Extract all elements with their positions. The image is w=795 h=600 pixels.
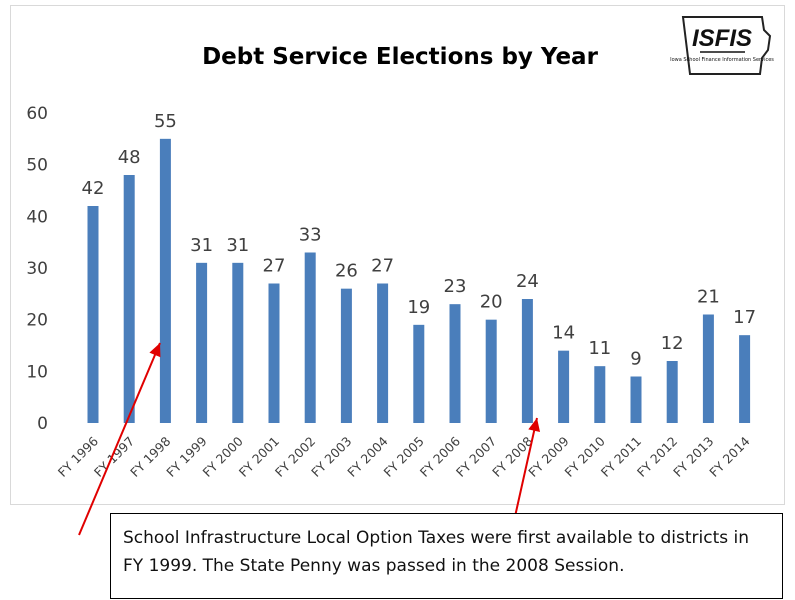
chart-title: Debt Service Elections by Year bbox=[202, 44, 598, 70]
y-tick-label: 20 bbox=[26, 311, 48, 331]
data-label: 21 bbox=[697, 287, 720, 308]
bar bbox=[449, 304, 461, 423]
data-label: 20 bbox=[480, 292, 503, 313]
bar bbox=[630, 376, 642, 423]
bar bbox=[594, 366, 606, 423]
annotation-line-1: School Infrastructure Local Option Taxes… bbox=[123, 528, 750, 548]
bar bbox=[304, 252, 316, 423]
chart-frame bbox=[10, 5, 785, 505]
y-tick-label: 50 bbox=[26, 156, 48, 176]
bar bbox=[196, 262, 208, 423]
bar bbox=[521, 299, 533, 423]
annotation-line-2: FY 1999. The State Penny was passed in t… bbox=[123, 556, 625, 576]
data-label: 55 bbox=[154, 111, 177, 132]
data-label: 24 bbox=[516, 271, 539, 292]
bar bbox=[377, 283, 389, 423]
bar bbox=[340, 288, 352, 423]
bar bbox=[739, 335, 751, 423]
data-label: 9 bbox=[630, 349, 641, 370]
arrow-fy1999 bbox=[78, 342, 161, 536]
logo-subtext: Iowa School Finance Information Services bbox=[670, 57, 774, 63]
isfis-logo: ISFIS Iowa School Finance Information Se… bbox=[670, 16, 774, 75]
data-label: 11 bbox=[588, 338, 611, 359]
data-label: 12 bbox=[661, 333, 684, 354]
data-label: 31 bbox=[190, 235, 213, 256]
data-label: 26 bbox=[335, 261, 358, 282]
data-label: 23 bbox=[444, 276, 467, 297]
y-tick-label: 60 bbox=[26, 104, 48, 124]
logo-text: ISFIS bbox=[692, 25, 752, 52]
data-label: 19 bbox=[407, 297, 430, 318]
data-label: 31 bbox=[226, 235, 249, 256]
data-label: 14 bbox=[552, 323, 575, 344]
y-tick-label: 30 bbox=[26, 259, 48, 279]
bar bbox=[558, 350, 570, 423]
data-label: 48 bbox=[118, 147, 141, 168]
y-tick-label: 10 bbox=[26, 362, 48, 382]
annotation-box: School Infrastructure Local Option Taxes… bbox=[110, 513, 783, 599]
bar bbox=[413, 324, 425, 423]
x-tick-label: FY 2014 bbox=[706, 433, 752, 479]
data-label: 27 bbox=[263, 256, 286, 277]
bar bbox=[87, 206, 99, 423]
data-label: 17 bbox=[733, 307, 756, 328]
bar bbox=[666, 361, 678, 423]
bar bbox=[159, 138, 171, 424]
y-tick-label: 0 bbox=[37, 414, 48, 434]
bar bbox=[123, 175, 135, 423]
data-label: 33 bbox=[299, 225, 322, 246]
bar bbox=[702, 314, 714, 423]
y-tick-label: 40 bbox=[26, 207, 48, 227]
bar bbox=[485, 319, 497, 423]
data-label: 27 bbox=[371, 256, 394, 277]
bar bbox=[232, 262, 244, 423]
arrow-2008-session bbox=[511, 417, 541, 531]
bar bbox=[268, 283, 280, 423]
data-label: 42 bbox=[82, 178, 105, 199]
